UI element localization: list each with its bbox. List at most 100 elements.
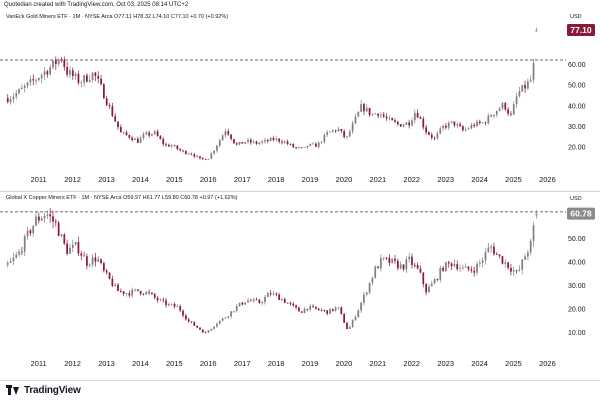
- x-tick-label: 2011: [31, 359, 47, 368]
- candle-body: [37, 78, 40, 81]
- candle-body: [481, 260, 484, 263]
- x-tick-label: 2014: [132, 359, 149, 368]
- candle-body: [182, 150, 184, 152]
- candle-body: [235, 143, 238, 145]
- last-price-label: 60.78: [570, 209, 592, 219]
- candle-body: [139, 291, 142, 294]
- candle-body: [170, 303, 173, 305]
- candle-body: [117, 284, 119, 292]
- candle-body: [464, 129, 467, 131]
- candle-body: [179, 306, 182, 311]
- candle-body: [456, 124, 459, 126]
- candle-body: [348, 326, 351, 329]
- candle-body: [306, 145, 309, 148]
- candle-body: [23, 85, 26, 88]
- candle-body: [142, 134, 145, 138]
- x-tick-label: 2014: [132, 175, 149, 184]
- candle-body: [131, 137, 134, 140]
- candle-body: [258, 142, 261, 144]
- candle-body: [275, 293, 278, 295]
- candle-body: [298, 147, 300, 149]
- candle-body: [357, 111, 360, 117]
- candle-body: [428, 132, 430, 135]
- candle-body: [54, 221, 57, 223]
- candle-body: [527, 81, 529, 89]
- candle-body: [442, 267, 444, 271]
- candle-body: [80, 253, 83, 256]
- candle-body: [218, 140, 221, 146]
- candle-body: [411, 256, 413, 265]
- candle-body: [504, 102, 507, 110]
- candle-body: [136, 138, 139, 143]
- candle-body: [490, 115, 493, 117]
- x-tick-label: 2016: [200, 175, 217, 184]
- candle-body: [380, 114, 382, 116]
- candle-body: [207, 158, 210, 160]
- y-tick-label: 40.00: [568, 260, 586, 267]
- candle-body: [221, 135, 224, 141]
- candle-body: [176, 145, 179, 150]
- candle-body: [15, 254, 18, 258]
- candle-body: [326, 310, 329, 314]
- candle-body: [69, 247, 71, 254]
- candle-body: [411, 120, 413, 126]
- candle-body: [521, 259, 524, 270]
- candle-body: [484, 122, 487, 124]
- candle-body: [484, 252, 487, 261]
- candle-body: [461, 126, 464, 131]
- candle-body: [35, 216, 37, 226]
- candle-body: [402, 264, 405, 270]
- candle-body: [478, 262, 481, 264]
- candle-body: [151, 134, 153, 136]
- candle-body: [329, 308, 331, 314]
- candle-body: [201, 158, 204, 160]
- candle-body: [6, 262, 9, 265]
- candle-body: [337, 307, 340, 309]
- y-tick-label: 20.00: [568, 144, 586, 151]
- candle-body: [320, 310, 323, 311]
- candle-body: [128, 293, 131, 296]
- candle-body: [532, 63, 535, 80]
- candle-body: [40, 74, 43, 79]
- candle-body: [100, 78, 102, 85]
- candle-body: [473, 124, 476, 127]
- tradingview-logo-icon: [6, 384, 20, 396]
- candle-body: [165, 144, 167, 146]
- candle-body: [77, 242, 80, 254]
- candle-body: [145, 291, 148, 295]
- candle-body: [450, 121, 453, 123]
- candle-body: [425, 284, 428, 293]
- candle-body: [399, 124, 402, 127]
- candle-body: [371, 278, 374, 283]
- candle-body: [476, 263, 478, 273]
- candle-body: [108, 104, 111, 107]
- currency-label: USD: [570, 196, 582, 202]
- candle-body: [467, 266, 470, 270]
- candle-body: [69, 70, 71, 75]
- candle-body: [501, 102, 504, 109]
- candle-body: [54, 60, 57, 65]
- candle-body: [199, 327, 201, 330]
- candle-body: [49, 214, 52, 217]
- last-price-tag: [567, 23, 595, 36]
- x-tick-label: 2012: [64, 359, 81, 368]
- candle-body: [365, 107, 368, 112]
- candle-body: [252, 141, 255, 143]
- candle-body: [153, 131, 156, 135]
- candle-body: [122, 291, 125, 294]
- candle-body: [498, 254, 501, 257]
- candle-body: [354, 116, 357, 124]
- candle-body: [323, 134, 326, 143]
- candle-body: [380, 258, 382, 269]
- candle-body: [498, 108, 501, 111]
- candle-body: [405, 122, 408, 125]
- candle-body: [80, 82, 83, 84]
- candle-body: [190, 321, 193, 323]
- x-tick-label: 2012: [64, 175, 81, 184]
- candle-body: [97, 75, 100, 79]
- candle-body: [74, 73, 77, 76]
- candle-body: [360, 302, 362, 311]
- candle-body: [445, 262, 447, 271]
- candle-body: [394, 120, 396, 122]
